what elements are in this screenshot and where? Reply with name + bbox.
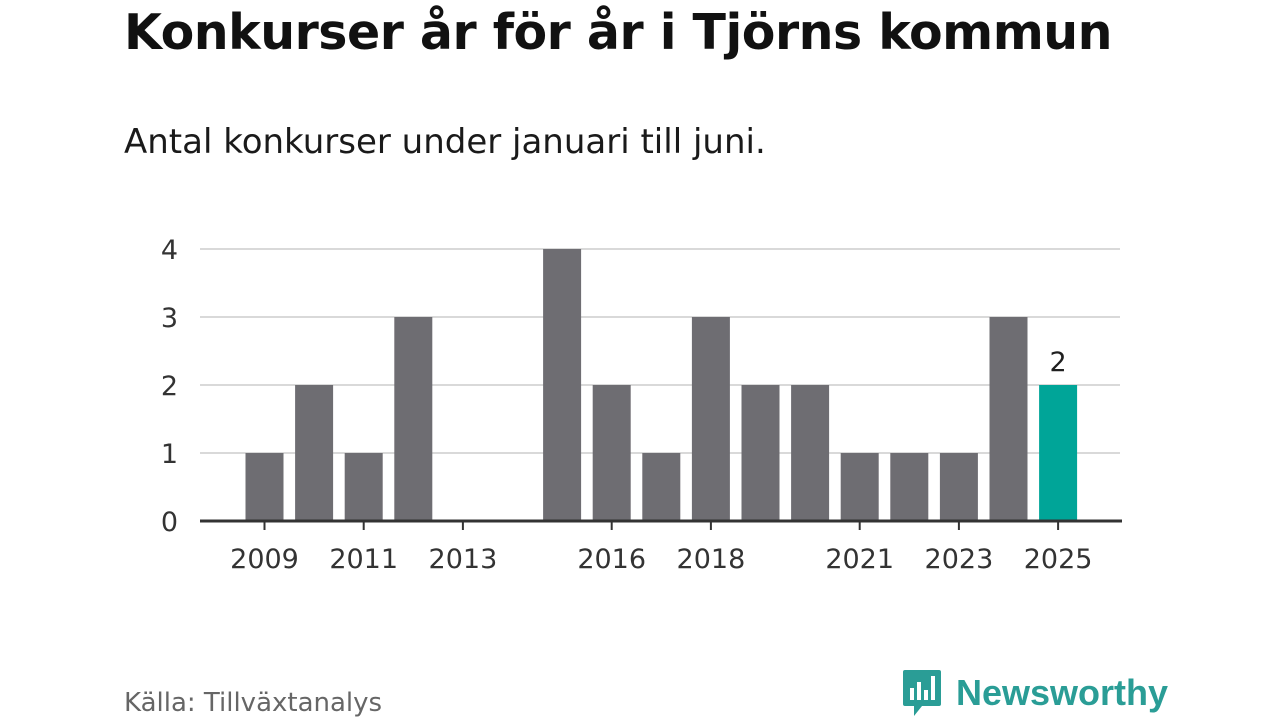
bar <box>394 317 433 521</box>
bar <box>890 453 929 521</box>
x-tick-label: 2013 <box>429 544 498 575</box>
brand-name: Newsworthy <box>956 672 1169 713</box>
data-label: 2 <box>1050 347 1067 378</box>
bar <box>741 385 780 521</box>
y-tick-label: 4 <box>161 235 178 266</box>
gridlines <box>200 248 1120 454</box>
labels: 0 1 2 3 4 2009 2011 2013 2016 2018 2021 2023 2025 2 <box>161 235 1093 575</box>
bar <box>295 385 334 521</box>
bar <box>840 453 879 521</box>
x-tick-label: 2018 <box>677 544 746 575</box>
x-tick-label: 2021 <box>825 544 894 575</box>
bar <box>939 453 978 521</box>
bar-chart: 0 1 2 3 4 2009 2011 2013 2016 2018 2021 2023 2025 2 <box>161 235 1122 575</box>
bar <box>989 317 1028 521</box>
x-tick-label: 2011 <box>329 544 398 575</box>
y-tick-label: 3 <box>161 303 178 334</box>
bar <box>791 385 830 521</box>
chart-title: Konkurser år för år i Tjörns kommun <box>124 4 1113 61</box>
axes <box>200 519 1122 530</box>
x-tick-label: 2023 <box>925 544 994 575</box>
newsworthy-logo-icon <box>903 670 941 716</box>
bar <box>344 453 383 521</box>
brand-logo: Newsworthy <box>902 668 1168 718</box>
y-tick-label: 1 <box>161 439 178 470</box>
bar <box>543 249 582 521</box>
bar <box>1039 385 1078 521</box>
bars <box>245 249 1078 521</box>
y-tick-label: 2 <box>161 371 178 402</box>
y-tick-label: 0 <box>161 507 178 538</box>
x-tick-label: 2009 <box>230 544 299 575</box>
source-note: Källa: Tillväxtanalys <box>124 688 383 718</box>
bar <box>642 453 681 521</box>
x-tick-label: 2025 <box>1024 544 1093 575</box>
chart-subtitle: Antal konkurser under januari till juni. <box>124 122 766 162</box>
bar <box>592 385 631 521</box>
bar <box>691 317 730 521</box>
x-tick-label: 2016 <box>577 544 646 575</box>
bar <box>245 453 284 521</box>
